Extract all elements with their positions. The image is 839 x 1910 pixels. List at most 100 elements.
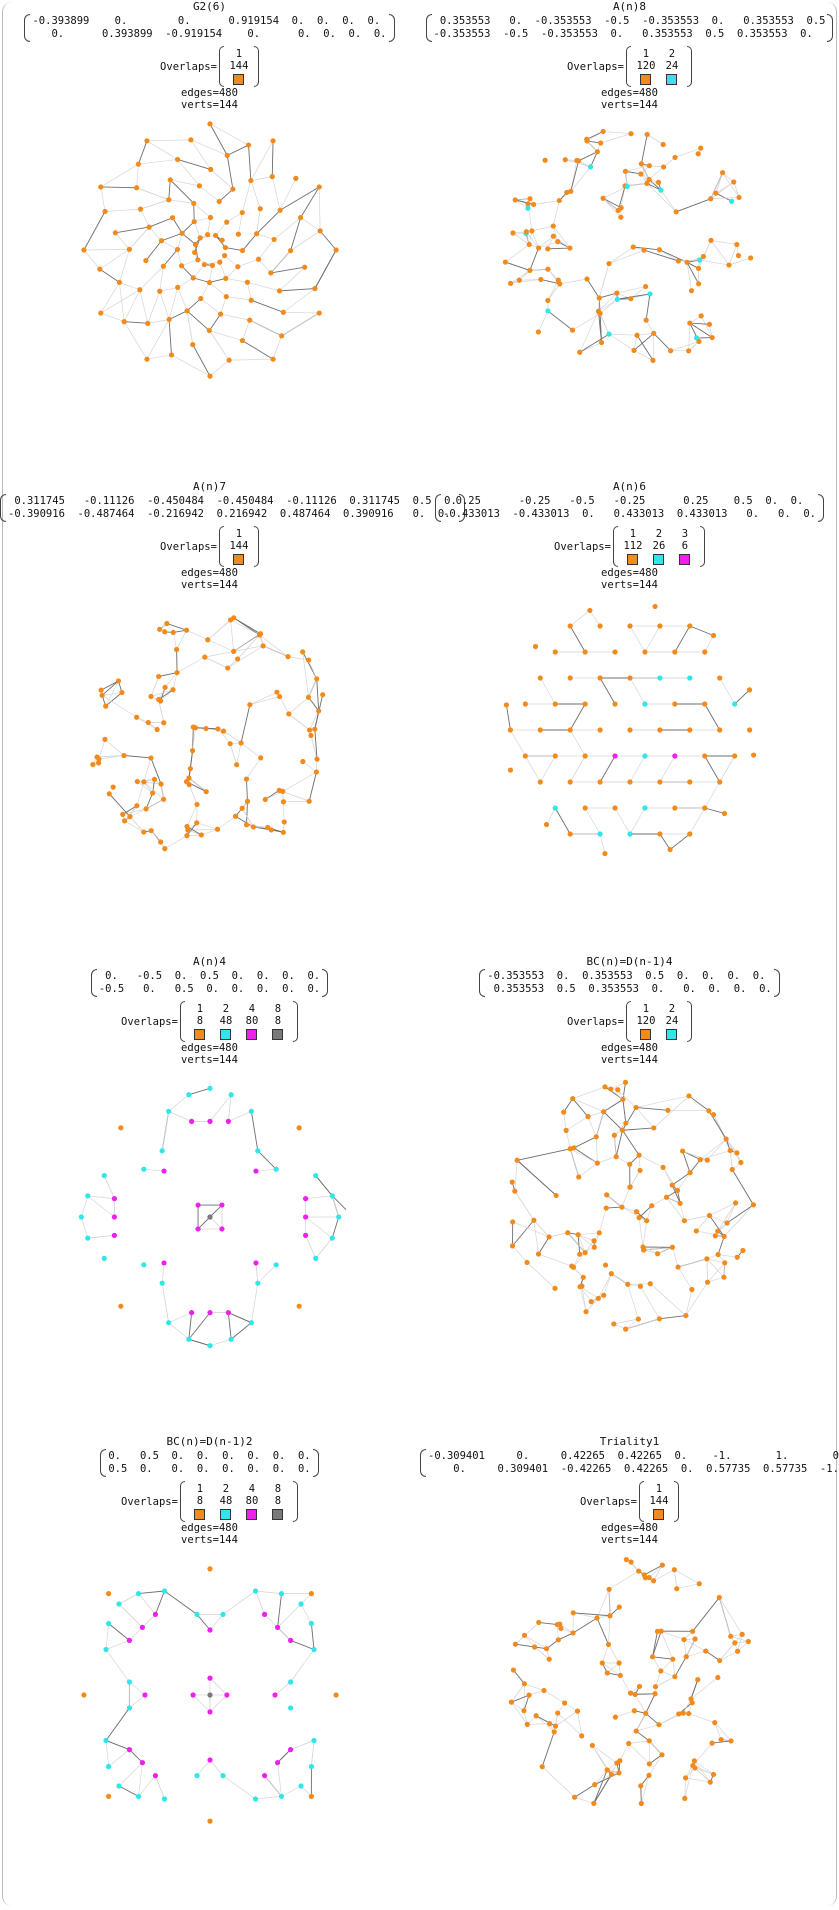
graph-edge bbox=[209, 359, 229, 377]
graph-edge bbox=[710, 240, 729, 266]
graph-edge bbox=[552, 225, 570, 249]
graph-vertex bbox=[140, 829, 146, 835]
graph-vertex bbox=[731, 1640, 737, 1646]
graph-vertex bbox=[219, 237, 225, 243]
verts-value: 144 bbox=[638, 1054, 658, 1066]
graph-edge bbox=[167, 1312, 192, 1324]
graph-vertex bbox=[587, 164, 593, 170]
graph-vertex bbox=[197, 295, 203, 302]
graph-edge bbox=[533, 200, 559, 205]
graph-vertex bbox=[545, 1234, 552, 1240]
graph-edge bbox=[648, 166, 664, 180]
verts-label: verts= bbox=[181, 1054, 219, 1066]
graph-edge bbox=[651, 1196, 667, 1207]
graph-vertex bbox=[605, 1641, 611, 1648]
graph-edge bbox=[708, 1215, 725, 1237]
graph-edge bbox=[185, 629, 208, 641]
graph-edge bbox=[217, 728, 230, 744]
graph-edge bbox=[204, 651, 234, 658]
graph-edge bbox=[656, 1246, 673, 1255]
graph-edge bbox=[510, 1694, 529, 1703]
graph-edge bbox=[205, 728, 224, 732]
graph-vertex bbox=[161, 846, 167, 852]
graph-edge bbox=[331, 1195, 339, 1218]
matrix-row: 0. -0.5 0. 0.5 0. 0. 0. 0. bbox=[98, 970, 321, 982]
graph-edge bbox=[87, 1235, 114, 1239]
graph-edge bbox=[299, 186, 320, 218]
graph-edge bbox=[634, 1693, 655, 1695]
graph-vertex bbox=[524, 1721, 530, 1727]
graph-vertex bbox=[602, 1262, 608, 1268]
graph-edge bbox=[704, 807, 725, 814]
graph-vertex bbox=[297, 1601, 304, 1607]
graph-edge bbox=[651, 1656, 673, 1660]
graph-vertex bbox=[135, 1793, 141, 1799]
graph-edge bbox=[172, 632, 177, 650]
graph-edge bbox=[579, 333, 609, 353]
graph-edge bbox=[191, 727, 196, 751]
graph-vertex bbox=[530, 201, 536, 208]
graph-edge bbox=[237, 212, 243, 235]
graph-edge bbox=[282, 791, 309, 802]
graph-edge bbox=[602, 198, 621, 218]
graph-edge bbox=[608, 333, 637, 336]
graph-edge bbox=[699, 259, 729, 266]
graph-edge bbox=[114, 226, 149, 234]
graph-vertex bbox=[192, 241, 198, 247]
overlaps-label: Overlaps= bbox=[121, 1015, 178, 1028]
graph-edge bbox=[572, 1098, 604, 1113]
graph-edge bbox=[629, 677, 645, 705]
graph-edge bbox=[516, 1148, 570, 1161]
matrix-row: 0.311745 -0.11126 -0.450484 -0.450484 -0… bbox=[8, 495, 457, 507]
graph-edge bbox=[249, 696, 280, 706]
graph-edge bbox=[708, 1202, 736, 1216]
graph-edge bbox=[307, 659, 317, 679]
graph-edge bbox=[186, 804, 197, 827]
graph-vertex bbox=[239, 209, 245, 216]
graph-edge bbox=[629, 807, 645, 835]
graph-edge bbox=[706, 1262, 725, 1283]
graph-vertex bbox=[159, 1280, 165, 1286]
graph-edge bbox=[690, 1679, 698, 1699]
graph-vertex bbox=[117, 1125, 123, 1131]
graph-vertex bbox=[235, 231, 241, 237]
graph-vertex bbox=[625, 1740, 631, 1747]
graph-vertex bbox=[234, 264, 240, 270]
graph-vertex bbox=[712, 1233, 718, 1239]
projected-graph bbox=[80, 121, 339, 379]
graph-edge bbox=[105, 1740, 130, 1751]
graph-edge bbox=[596, 1589, 609, 1619]
graph-edge bbox=[598, 292, 617, 299]
graph-vertex bbox=[660, 164, 666, 170]
overlap-value: 120 bbox=[636, 1015, 656, 1027]
overlaps-label: Overlaps= bbox=[160, 540, 217, 553]
graph-vertex bbox=[604, 1767, 610, 1773]
graph-vertex bbox=[191, 218, 197, 225]
graph-vertex bbox=[657, 187, 664, 193]
graph-edge bbox=[660, 1630, 684, 1640]
graph-edge bbox=[579, 1286, 599, 1299]
graph-vertex bbox=[101, 208, 108, 215]
graph-edge bbox=[139, 289, 148, 324]
graph-vertex bbox=[111, 1214, 117, 1220]
graph-vertex bbox=[645, 1772, 652, 1778]
graph-edge bbox=[136, 187, 169, 201]
graph-edge bbox=[147, 319, 169, 324]
graph-vertex bbox=[165, 1320, 171, 1326]
graph-vertex bbox=[214, 726, 221, 732]
graph-vertex bbox=[641, 805, 648, 811]
graph-vertex bbox=[183, 823, 190, 830]
graph-edge bbox=[308, 710, 319, 731]
graph-edge bbox=[652, 333, 654, 361]
graph-vertex bbox=[212, 232, 218, 239]
graph-edge bbox=[161, 1283, 169, 1323]
overlap-color-swatch bbox=[272, 1029, 284, 1040]
panel-title: BC(n)=D(n-1)2 bbox=[166, 1435, 253, 1448]
graph-vertex bbox=[544, 266, 551, 272]
graph-vertex bbox=[646, 163, 652, 169]
graph-edge bbox=[733, 689, 750, 705]
graph-edge bbox=[250, 140, 273, 181]
graph-edge bbox=[616, 293, 650, 300]
graph-vertex bbox=[632, 1104, 639, 1111]
graph-edge bbox=[191, 344, 210, 377]
